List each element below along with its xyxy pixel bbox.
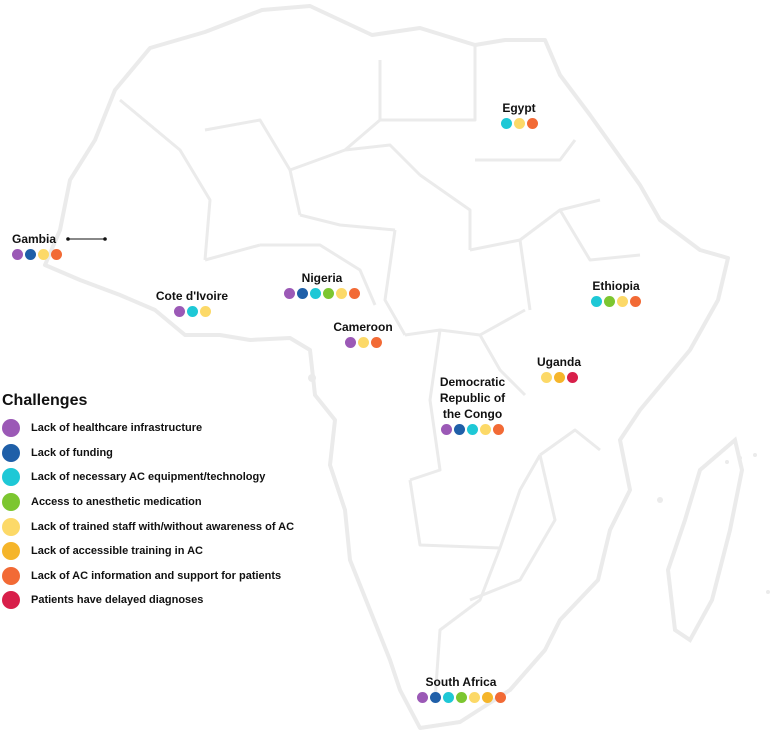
country-name-cameroon: Cameroon bbox=[333, 320, 393, 334]
legend-label: Access to anesthetic medication bbox=[31, 496, 202, 509]
challenge-dot-infra bbox=[416, 692, 428, 703]
legend-item-infra: Lack of healthcare infrastructure bbox=[2, 416, 294, 441]
legend-item-info: Lack of AC information and support for p… bbox=[2, 564, 294, 589]
challenge-dot-staff bbox=[336, 288, 347, 299]
challenge-dot-equipment bbox=[442, 692, 454, 703]
gambia-pointer bbox=[66, 237, 107, 241]
challenge-dot-funding bbox=[429, 692, 441, 703]
challenge-dot-info bbox=[370, 337, 382, 348]
country-marker-cote-divoire: Cote d'Ivoire bbox=[147, 288, 237, 317]
country-name-uganda: Uganda bbox=[536, 355, 581, 369]
challenge-dots bbox=[406, 692, 516, 703]
challenge-dot-anesthetic bbox=[455, 692, 467, 703]
challenge-dot-info bbox=[349, 288, 360, 299]
challenge-dot-staff bbox=[357, 337, 369, 348]
legend-swatch-staff bbox=[2, 517, 20, 536]
challenge-dot-delayed bbox=[566, 372, 578, 383]
legend-label: Lack of funding bbox=[31, 446, 113, 459]
challenge-dots bbox=[576, 296, 656, 307]
legend-swatch-infra bbox=[2, 419, 20, 438]
legend-swatch-funding bbox=[2, 443, 20, 462]
challenge-dot-infra bbox=[441, 424, 452, 435]
challenge-dots bbox=[489, 118, 549, 129]
legend-label: Lack of healthcare infrastructure bbox=[31, 422, 203, 435]
country-marker-drc: Democratic Republic of the Congo bbox=[425, 374, 520, 435]
challenge-dot-info bbox=[51, 249, 62, 260]
country-name-ethiopia: Ethiopia bbox=[592, 279, 640, 293]
country-name-gambia: Gambia bbox=[12, 232, 57, 246]
africa-outline bbox=[43, 4, 730, 730]
country-marker-nigeria: Nigeria bbox=[277, 270, 367, 299]
country-marker-south-africa: South Africa bbox=[406, 674, 516, 703]
legend-swatch-delayed bbox=[2, 591, 20, 610]
legend-item-delayed: Patients have delayed diagnoses bbox=[2, 588, 294, 613]
country-name-egypt: Egypt bbox=[502, 101, 536, 115]
challenge-dot-funding bbox=[297, 288, 308, 299]
country-name-south-africa: South Africa bbox=[425, 675, 497, 689]
challenge-dot-training bbox=[553, 372, 565, 383]
country-marker-gambia: Gambia bbox=[12, 231, 67, 260]
challenge-dot-equipment bbox=[467, 424, 478, 435]
challenge-dot-info bbox=[526, 118, 538, 129]
legend-items: Lack of healthcare infrastructure Lack of… bbox=[2, 416, 294, 613]
legend-item-training: Lack of accessible training in AC bbox=[2, 539, 294, 564]
challenge-dot-staff bbox=[38, 249, 49, 260]
legend-swatch-anesthetic bbox=[2, 493, 20, 512]
challenge-dots bbox=[277, 288, 367, 299]
challenge-dot-infra bbox=[344, 337, 356, 348]
challenge-dot-staff bbox=[199, 306, 211, 317]
challenge-dot-equipment bbox=[591, 296, 602, 307]
challenge-dots bbox=[524, 372, 594, 383]
challenge-dots bbox=[425, 424, 520, 435]
challenge-dot-anesthetic bbox=[323, 288, 334, 299]
challenge-dots bbox=[147, 306, 237, 317]
country-marker-egypt: Egypt bbox=[489, 100, 549, 129]
challenge-dot-infra bbox=[173, 306, 185, 317]
legend-title: Challenges bbox=[2, 392, 88, 409]
challenge-dot-training bbox=[481, 692, 493, 703]
challenge-dot-info bbox=[494, 692, 506, 703]
challenge-dot-equipment bbox=[186, 306, 198, 317]
country-marker-uganda: Uganda bbox=[524, 354, 594, 383]
challenge-dot-anesthetic bbox=[604, 296, 615, 307]
legend-label: Lack of necessary AC equipment/technolog… bbox=[31, 471, 266, 484]
challenge-dots bbox=[323, 337, 403, 348]
legend-item-anesthetic: Access to anesthetic medication bbox=[2, 490, 294, 515]
legend-swatch-info bbox=[2, 566, 20, 585]
challenge-dot-funding bbox=[25, 249, 36, 260]
challenge-dot-staff bbox=[617, 296, 628, 307]
challenge-dot-staff bbox=[540, 372, 552, 383]
challenge-dot-info bbox=[493, 424, 504, 435]
challenge-dot-equipment bbox=[310, 288, 321, 299]
legend-swatch-equipment bbox=[2, 468, 20, 487]
country-name-cote-divoire: Cote d'Ivoire bbox=[155, 289, 229, 303]
country-marker-cameroon: Cameroon bbox=[323, 319, 403, 348]
challenge-dots bbox=[12, 249, 67, 260]
challenge-dot-staff bbox=[480, 424, 491, 435]
madagascar bbox=[665, 436, 745, 643]
border-lines bbox=[119, 45, 641, 701]
challenge-dot-infra bbox=[12, 249, 23, 260]
country-marker-ethiopia: Ethiopia bbox=[576, 278, 656, 307]
legend-item-equipment: Lack of necessary AC equipment/technolog… bbox=[2, 465, 294, 490]
legend-label: Lack of trained staff with/without aware… bbox=[31, 520, 295, 533]
legend-swatch-training bbox=[2, 542, 20, 561]
legend-label: Lack of accessible training in AC bbox=[31, 545, 203, 558]
challenge-dot-equipment bbox=[500, 118, 512, 129]
country-name-nigeria: Nigeria bbox=[301, 271, 343, 285]
challenge-dot-staff bbox=[468, 692, 480, 703]
challenge-dot-funding bbox=[454, 424, 465, 435]
challenge-dot-staff bbox=[513, 118, 525, 129]
challenges-legend: Challenges Lack of healthcare infrastruc… bbox=[2, 392, 294, 613]
challenge-dot-info bbox=[630, 296, 641, 307]
challenge-dot-infra bbox=[284, 288, 295, 299]
legend-item-funding: Lack of funding bbox=[2, 441, 294, 466]
legend-label: Lack of AC information and support for p… bbox=[31, 569, 282, 582]
legend-label: Patients have delayed diagnoses bbox=[31, 594, 204, 607]
legend-item-staff: Lack of trained staff with/without aware… bbox=[2, 514, 294, 539]
country-name-drc: Democratic Republic of the Congo bbox=[439, 375, 506, 421]
